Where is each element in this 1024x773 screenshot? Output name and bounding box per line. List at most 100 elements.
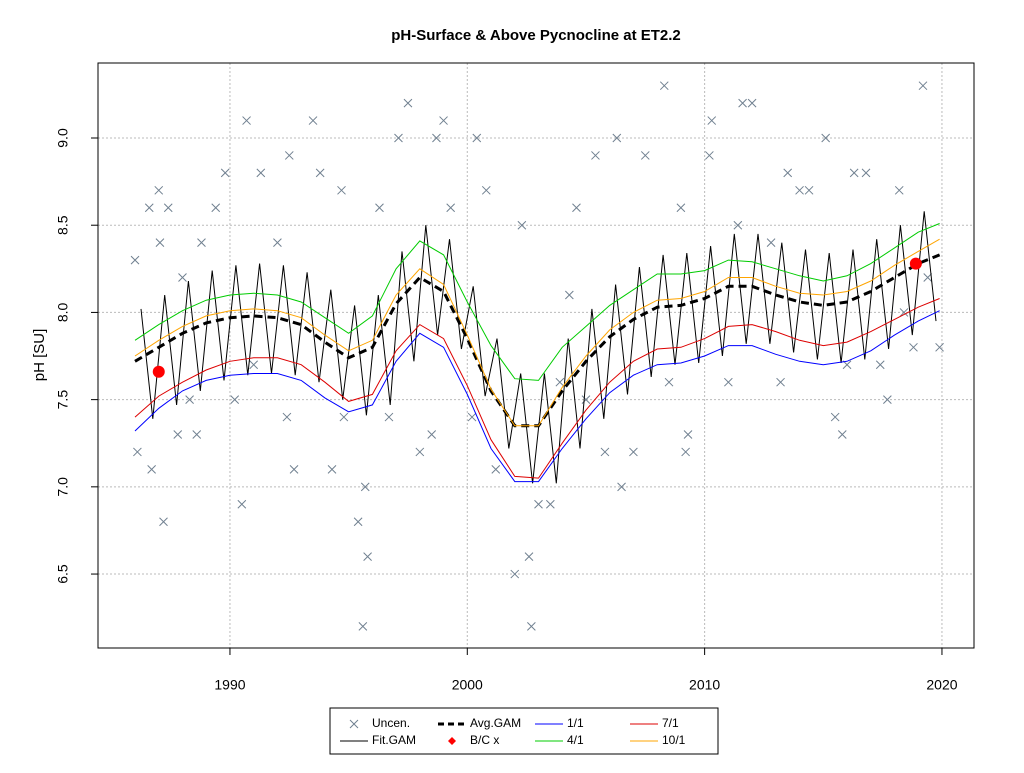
axes: 1990 2000 2010 2020 6.5 7.0 7.5 8.0 8.5 9.0 (55, 128, 958, 693)
scatter-point (237, 499, 247, 509)
scatter-point (163, 203, 173, 213)
scatter-point (491, 465, 501, 474)
scatter-point (617, 482, 626, 492)
scatter-point (705, 151, 714, 160)
scatter-point (733, 220, 743, 230)
scatter-point (133, 447, 142, 457)
legend-label: 10/1 (662, 733, 686, 747)
scatter-point (776, 377, 785, 387)
scatter-point (273, 238, 282, 248)
scatter-point (664, 377, 674, 387)
scatter-point (211, 203, 221, 213)
scatter-point (427, 430, 437, 439)
scatter-point (185, 395, 194, 404)
scatter-point (555, 377, 565, 387)
legend-label: 1/1 (567, 716, 584, 730)
scatter-point (144, 203, 154, 213)
scatter-point (155, 238, 165, 248)
x-tick-label: 2010 (689, 677, 720, 693)
scatter-point (849, 168, 859, 178)
x-tick-label: 2000 (452, 677, 483, 693)
legend-label: Uncen. (372, 716, 410, 730)
scatter-point (534, 499, 543, 509)
scatter-point (591, 151, 600, 160)
plot (130, 81, 944, 631)
scatter-point (375, 203, 384, 213)
scatter-point (659, 81, 669, 91)
y-tick-label: 7.0 (55, 477, 71, 497)
scatter-point (289, 465, 299, 474)
scatter-point (517, 220, 527, 230)
y-tick-label: 8.5 (55, 215, 71, 235)
scatter-point (837, 430, 847, 439)
legend-label: Avg.GAM (470, 716, 521, 730)
scatter-point (439, 116, 448, 125)
scatter-point (683, 430, 693, 439)
scatter-point (315, 168, 325, 178)
scatter-point (308, 116, 318, 125)
scatter-point (360, 482, 370, 492)
y-tick-label: 8.0 (55, 302, 71, 322)
y-tick-label: 6.5 (55, 564, 71, 584)
scatter-point (467, 412, 477, 422)
legend-box (329, 707, 719, 755)
scatter-point (640, 151, 650, 160)
scatter-point (403, 98, 413, 108)
scatter-point (173, 430, 183, 439)
legend: Uncen. Fit.GAM Avg.GAM B/C x 1/1 4/1 7/1 10/1 (340, 716, 686, 747)
scatter-point (883, 395, 892, 404)
scatter-point (197, 238, 206, 248)
scatter-point (564, 290, 574, 300)
scatter-point (724, 377, 733, 387)
series-line (134, 223, 940, 381)
scatter-point (572, 203, 581, 213)
scatter-point (358, 622, 368, 631)
scatter-point (394, 133, 403, 143)
scatter-point (415, 447, 425, 457)
scatter-point (899, 308, 909, 317)
scatter-point (629, 447, 638, 457)
scatter-point (830, 412, 840, 422)
scatter-point (230, 395, 240, 404)
scatter-point (707, 116, 717, 125)
scatter-point (600, 447, 610, 457)
scatter-point (612, 133, 622, 143)
scatter-point (159, 517, 168, 527)
x-tick-label: 2020 (926, 677, 957, 693)
bc-point (909, 257, 922, 270)
legend-symbol (448, 737, 456, 745)
scatter-point (795, 185, 804, 195)
scatter-point (472, 133, 482, 143)
scatter-point (875, 360, 885, 370)
scatter-point (337, 185, 346, 195)
legend-label: B/C x (470, 733, 499, 747)
y-axis-label: pH [SU] (31, 329, 48, 382)
scatter-point (804, 185, 814, 195)
x-tick-label: 1990 (214, 677, 245, 693)
scatter-point (242, 116, 251, 125)
scatter-point (581, 395, 591, 404)
legend-label: 7/1 (662, 716, 679, 730)
scatter-point (935, 342, 944, 352)
legend-symbol (349, 719, 359, 729)
scatter-point (681, 447, 690, 457)
scatter-point (353, 517, 363, 527)
scatter-point (432, 133, 441, 143)
legend-label: Fit.GAM (372, 733, 416, 747)
scatter-point (446, 203, 456, 213)
scatter-point (192, 430, 202, 439)
scatter-point (524, 552, 534, 561)
bc-point (152, 365, 165, 378)
series-line (134, 310, 940, 483)
scatter-point (130, 255, 140, 265)
chart-title: pH-Surface & Above Pycnocline at ET2.2 (391, 27, 681, 44)
scatter-point (220, 168, 230, 178)
scatter-point (766, 238, 776, 248)
scatter-point (546, 499, 555, 509)
scatter-point (747, 98, 757, 108)
scatter-point (249, 360, 259, 370)
scatter-point (909, 342, 918, 352)
series-line (134, 298, 940, 479)
